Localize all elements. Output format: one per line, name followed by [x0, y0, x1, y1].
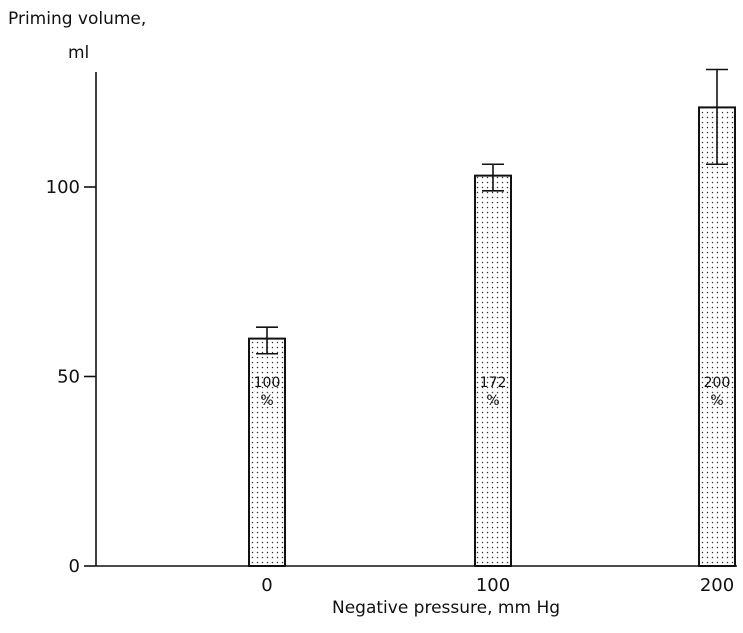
- x-tick-label: 0: [261, 575, 272, 596]
- bar-percent-value: 100: [254, 375, 281, 391]
- bar-200: [699, 107, 735, 566]
- y-axis-label-line1: Priming volume,: [8, 9, 146, 29]
- bar-percent-sign: %: [260, 393, 273, 409]
- bar-percent-sign: %: [486, 393, 499, 409]
- y-ticks: 0 50 100: [46, 177, 96, 577]
- x-tick-label: 200: [700, 575, 734, 596]
- x-tick-labels: 0 100 200: [261, 575, 734, 596]
- x-tick-label: 100: [476, 575, 510, 596]
- bar-0: [249, 339, 285, 566]
- bar-percent-sign: %: [710, 393, 723, 409]
- y-tick-label: 100: [46, 177, 80, 198]
- bar-percent-value: 172: [480, 375, 507, 391]
- y-tick-label: 0: [69, 556, 80, 577]
- y-axis-label-line2: ml: [68, 43, 89, 63]
- x-axis-label: Negative pressure, mm Hg: [332, 598, 560, 618]
- bars: 100% 172% 200%: [249, 70, 735, 566]
- y-tick-label: 50: [57, 367, 80, 388]
- bar-percent-value: 200: [704, 375, 731, 391]
- bar-100: [475, 176, 511, 566]
